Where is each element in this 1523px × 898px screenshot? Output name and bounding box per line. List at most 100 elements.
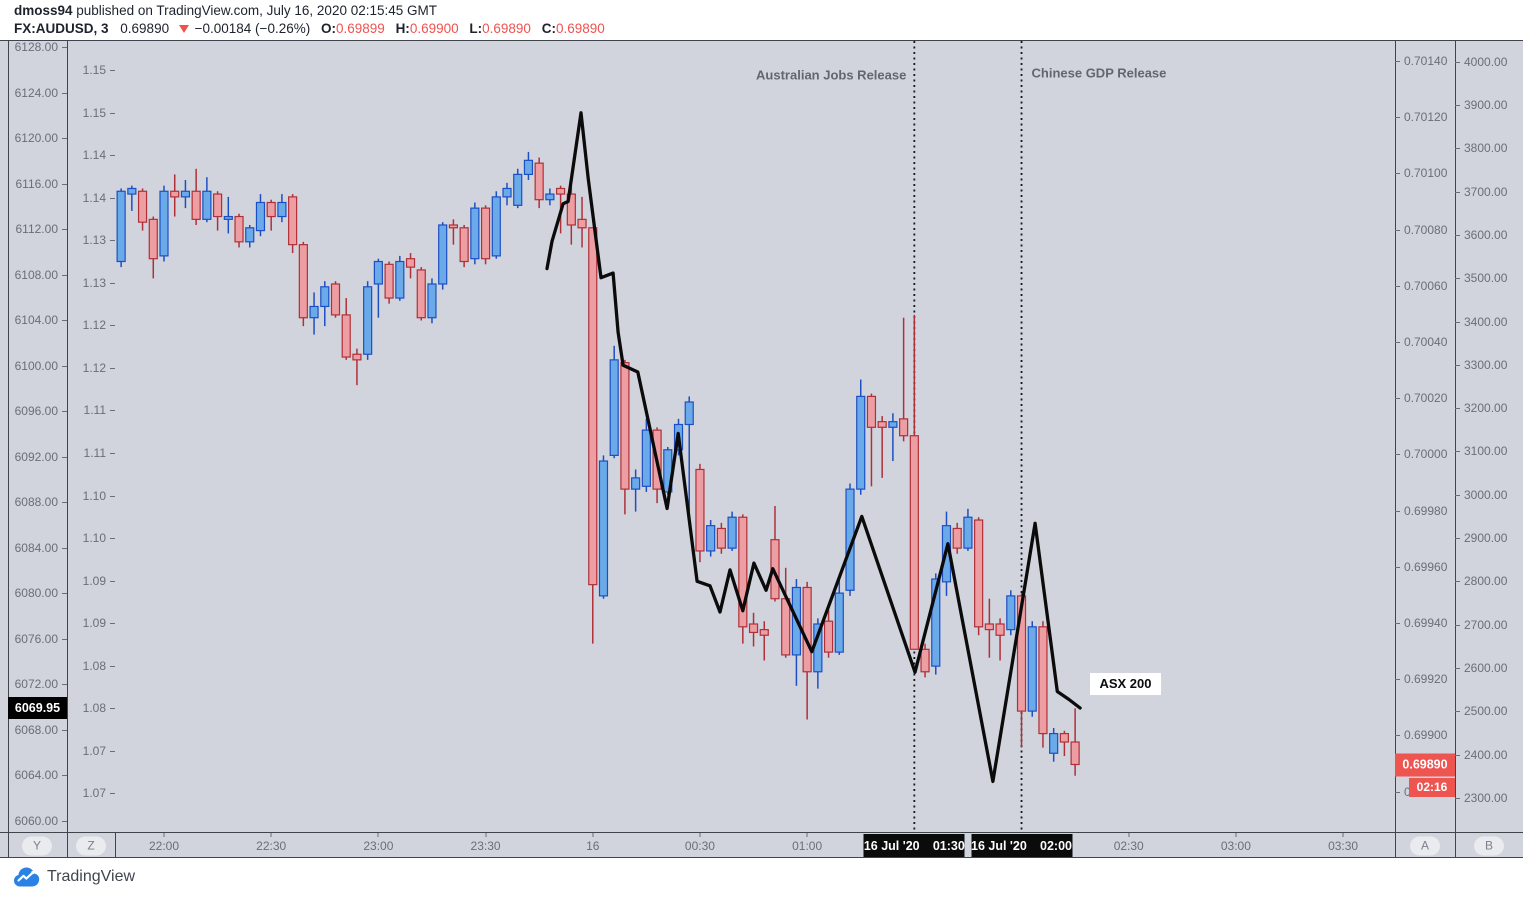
candle-body [427, 283, 437, 319]
time-tick-mark [592, 833, 594, 837]
axis-tick-mark [62, 320, 67, 321]
candle-body [866, 395, 877, 428]
pane-top-border [0, 40, 1523, 41]
candle-body [920, 648, 930, 673]
chart-pane[interactable]: Australian Jobs Release Chinese GDP Rele… [115, 41, 1395, 832]
axis-tick-label: 6072.00 [14, 677, 58, 691]
axis-tick-mark [62, 456, 67, 458]
open-value: 0.69899 [335, 21, 385, 36]
scale-button-b[interactable]: B [1474, 836, 1504, 855]
close-label: C: [541, 21, 556, 36]
high-value: 0.69900 [409, 21, 459, 36]
time-tick-mark [699, 833, 701, 837]
axis-tick-mark [62, 183, 67, 185]
price-scale-right-secondary[interactable]: 4000.00 3900.00 3800.00 3700.00 3600.00 3500.… [1455, 40, 1523, 832]
axis-tick-mark [1455, 538, 1460, 539]
axis-tick-mark [110, 240, 115, 242]
time-tick-mark [1342, 833, 1344, 837]
candle-body [1016, 595, 1027, 712]
candle-body [909, 435, 919, 650]
username: dmoss94 [14, 3, 73, 18]
symbol-name: FX:AUDUSD, 3 [14, 21, 109, 36]
price-scale-audusd[interactable]: 0.70140 0.70120 0.70100 0.70080 0.70060 0.700… [1395, 40, 1455, 832]
axis-tick-mark [1395, 623, 1400, 624]
axis-tick-mark [110, 580, 115, 582]
axis-tick-mark [110, 282, 115, 284]
publish-text: published on TradingView.com, July 16, 2… [72, 3, 438, 18]
axis-tick-label: 1.15 [82, 63, 106, 77]
axis-tick-mark [1455, 581, 1460, 583]
axis-tick-label: 1.09 [82, 616, 106, 631]
pane-background [115, 41, 1395, 832]
candle-body [148, 218, 158, 260]
axis-tick-mark [62, 684, 67, 685]
axis-tick-label: 3000.00 [1464, 487, 1508, 502]
scale-button-a[interactable]: A [1410, 836, 1440, 855]
symbol-info-bar: FX:AUDUSD, 3 0.69890 −0.00184 (−0.26%) O… [14, 21, 605, 36]
last-price: 0.69890 [120, 21, 170, 36]
candle-body [341, 314, 351, 358]
scale-button-z[interactable]: Z [76, 836, 106, 855]
price-scale-asx[interactable]: 6128.00 6124.00 6120.00 6116.00 6112.00 6108.… [8, 40, 67, 832]
axis-tick-label: 6064.00 [14, 768, 58, 782]
candle-body [1006, 595, 1016, 631]
time-tick-label: 02:30 [1113, 838, 1144, 853]
candle-body [405, 258, 416, 268]
axis-tick-label: 1.11 [83, 445, 106, 460]
axis-tick-label: 1.13 [82, 233, 106, 248]
axis-tick-label: 6116.00 [15, 176, 59, 191]
axis-tick-mark [62, 775, 67, 776]
axis-tick-label: 0.70140 [1404, 54, 1448, 68]
axis-tick-label: 0.70080 [1404, 222, 1448, 237]
time-axis[interactable]: Y Z A B 16 Jul '20 01:30 16 Jul '20 02:00 … [0, 833, 1523, 858]
candle-body [716, 527, 726, 549]
axis-tick-label: 1.14 [82, 148, 106, 163]
candle-body [363, 286, 373, 355]
axis-tick-label: 0.70040 [1404, 335, 1448, 349]
axis-tick-mark [110, 750, 115, 752]
axis-tick-label: 6120.00 [14, 131, 58, 145]
axis-tick-mark [1455, 624, 1460, 626]
candle-body [598, 460, 609, 597]
candle-body [223, 215, 233, 220]
axis-tick-mark [62, 274, 67, 276]
axis-tick-label: 6108.00 [14, 267, 58, 282]
tradingview-branding[interactable]: TradingView [13, 866, 135, 888]
border-right-inner [1455, 40, 1456, 858]
tradingview-cloud-logo-icon [14, 867, 40, 887]
axis-tick-label: 6068.00 [14, 722, 58, 737]
time-tick-mark [806, 833, 808, 837]
axis-tick-label: 0.69960 [1404, 559, 1448, 574]
candle-body [974, 519, 984, 628]
candle-body [620, 362, 630, 490]
axis-tick-mark [62, 547, 67, 549]
candle-body [298, 244, 308, 319]
time-tick-mark [1128, 833, 1130, 837]
candle-body [534, 162, 544, 201]
candle-body [984, 623, 994, 631]
axis-tick-mark [1455, 278, 1460, 280]
candle-body [759, 629, 769, 636]
candle-body [212, 193, 223, 218]
axis-tick-label: 2300.00 [1464, 790, 1508, 805]
low-value: 0.69890 [482, 21, 531, 36]
scale-button-y[interactable]: Y [22, 836, 52, 855]
axis-tick-mark [62, 729, 67, 731]
axis-tick-label: 6084.00 [14, 540, 58, 555]
candle-body [952, 527, 962, 549]
axis-tick-mark [1455, 451, 1460, 453]
axis-tick-mark [62, 638, 67, 640]
price-scale-left-secondary[interactable]: 1.15 1.15 1.14 1.14 1.13 1.13 1.12 1.12 1.11 1.11… [67, 40, 115, 832]
axis-tick-mark [1395, 285, 1400, 287]
time-tick-label: 03:00 [1220, 838, 1251, 853]
close-value: 0.69890 [555, 21, 605, 36]
axis-tick-label: 2700.00 [1464, 617, 1508, 632]
price-change: −0.00184 (−0.26%) [194, 21, 311, 36]
axis-tick-label: 1.08 [82, 701, 106, 716]
axis-tick-mark [1395, 454, 1400, 456]
axis-tick-label: 1.09 [82, 573, 106, 588]
axis-tick-label: 6128.00 [14, 40, 58, 54]
time-tick-label: 23:30 [470, 838, 501, 853]
event-time-badge-2: 16 Jul '20 02:00 [971, 834, 1073, 857]
